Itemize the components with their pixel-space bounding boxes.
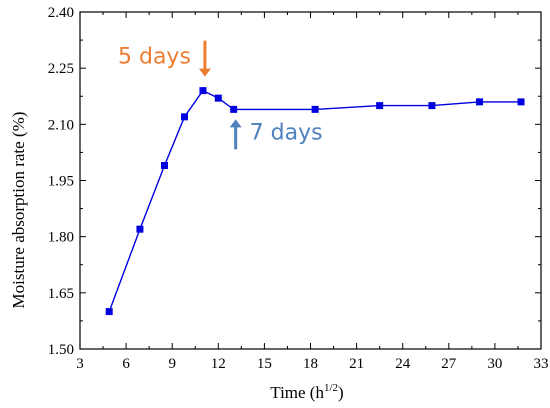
y-axis-label: Moisture absorption rate (%) — [9, 112, 28, 309]
x-tick-label: 3 — [76, 356, 84, 372]
x-axis-label-close: ) — [338, 383, 344, 402]
data-point — [428, 102, 436, 110]
x-tick-label: 18 — [303, 356, 318, 372]
data-point — [161, 162, 169, 170]
x-tick-label: 12 — [211, 356, 226, 372]
annotation-5-days: 5 days — [118, 45, 191, 70]
data-point — [230, 105, 238, 113]
y-tick-label: 2.25 — [48, 61, 74, 77]
data-point — [311, 105, 319, 113]
x-axis-label: Time (h1/2) — [270, 382, 343, 402]
x-tick-label: 6 — [122, 356, 130, 372]
arrow-down-head-icon — [198, 68, 211, 77]
data-point — [180, 113, 188, 121]
data-point — [199, 87, 207, 95]
axes: 3 6 9 12 15 18 21 24 27 30 33 1.50 1.65 1.80 1.95 2.10 2… — [48, 5, 549, 372]
annotations: 5 days 7 days — [118, 40, 323, 150]
data-point — [517, 98, 525, 106]
y-tick-label: 1.65 — [48, 286, 74, 302]
x-tick-label: 30 — [487, 356, 502, 372]
x-tick-label: 33 — [534, 356, 549, 372]
y-tick-label: 1.95 — [48, 174, 74, 190]
x-tick-label: 24 — [395, 356, 411, 372]
data-point — [136, 225, 144, 233]
series-group — [105, 87, 525, 316]
annotation-7-days: 7 days — [250, 120, 323, 145]
x-tick-label: 9 — [168, 356, 176, 372]
data-point — [476, 98, 484, 106]
x-tick-label: 15 — [257, 356, 272, 372]
arrow-up-head-icon — [229, 119, 242, 128]
x-axis-label-superscript: 1/2 — [324, 382, 338, 394]
y-tick-label: 1.50 — [48, 342, 74, 358]
x-axis-label-main: Time (h — [270, 383, 324, 402]
data-point — [214, 94, 222, 102]
x-tick-label: 21 — [349, 356, 364, 372]
series-line — [108, 89, 521, 312]
y-tick-label: 1.80 — [48, 230, 74, 246]
y-tick-label: 2.10 — [48, 117, 74, 133]
x-tick-label: 27 — [441, 356, 457, 372]
data-point — [376, 102, 384, 110]
y-tick-label: 2.40 — [48, 5, 74, 21]
data-point — [105, 308, 113, 316]
